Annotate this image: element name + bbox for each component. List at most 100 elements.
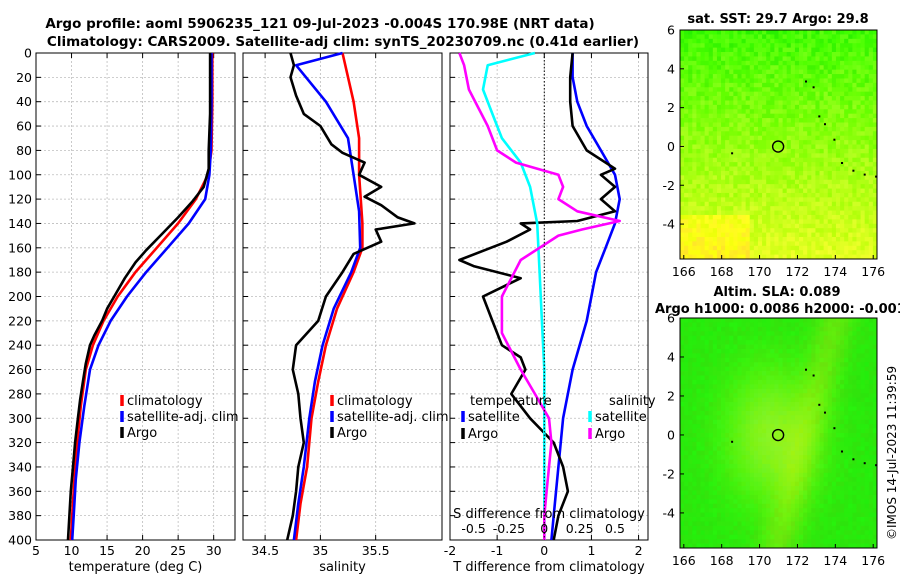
map-cell	[688, 534, 693, 540]
map-cell	[848, 415, 853, 421]
map-cell	[700, 463, 706, 469]
map-cell	[708, 74, 714, 79]
map-cell	[848, 344, 853, 350]
map-cell	[766, 379, 771, 385]
map-cell	[712, 82, 718, 88]
map-cell	[823, 428, 829, 434]
map-cell	[794, 353, 800, 359]
map-cell	[688, 437, 693, 443]
map-cell	[700, 118, 706, 123]
map-cell	[684, 415, 689, 421]
map-cell	[696, 410, 701, 416]
map-cell	[757, 318, 763, 323]
map-cell	[799, 455, 804, 460]
map-cell	[708, 499, 714, 505]
map-cell	[737, 214, 742, 220]
map-cell	[684, 410, 689, 416]
map-cell	[823, 353, 829, 359]
map-cell	[753, 503, 759, 509]
map-cell	[778, 131, 783, 137]
map-cell	[745, 393, 751, 399]
map-cell	[757, 56, 763, 62]
map-cell	[712, 34, 718, 40]
map-cell	[770, 428, 775, 434]
map-cell	[799, 78, 804, 84]
map-cell	[762, 433, 767, 438]
map-cell	[684, 250, 689, 255]
map-cell	[696, 153, 701, 159]
map-cell	[725, 503, 730, 509]
map-cell	[762, 82, 767, 88]
map-cell	[770, 232, 775, 238]
map-cell	[737, 82, 742, 88]
map-cell	[852, 192, 857, 198]
map-cell	[762, 348, 767, 354]
map-cell	[782, 344, 788, 350]
map-cell	[692, 508, 697, 514]
map-cell	[840, 38, 845, 44]
map-cell	[827, 415, 833, 421]
map-cell	[786, 530, 792, 536]
map-cell	[819, 402, 825, 407]
map-cell	[749, 441, 755, 447]
map-cell	[692, 228, 697, 233]
map-cell	[815, 170, 820, 176]
map-cell	[778, 397, 783, 403]
map-cell	[815, 236, 820, 242]
map-cell	[680, 206, 685, 211]
map-cell	[823, 140, 829, 145]
map-cell	[684, 468, 689, 474]
map-cell	[831, 197, 837, 203]
map-cell	[721, 322, 726, 328]
map-cell	[696, 192, 701, 198]
map-cell	[696, 223, 701, 229]
map-cell	[835, 521, 841, 527]
map-cell	[844, 512, 849, 518]
series-line-satellite-adj-clim	[292, 51, 362, 541]
map-cell	[823, 126, 829, 132]
map-cell	[823, 206, 829, 211]
map-cell	[831, 402, 837, 407]
map-cell	[831, 52, 837, 57]
map-cell	[729, 486, 734, 491]
map-cell	[741, 192, 747, 198]
map-cell	[745, 236, 751, 242]
map-cell	[799, 162, 804, 167]
map-cell	[745, 481, 751, 487]
map-cell	[708, 481, 714, 487]
map-cell	[692, 340, 697, 345]
map-cell	[840, 104, 845, 110]
map-cell	[827, 543, 833, 549]
map-cell	[704, 228, 710, 233]
map-cell	[770, 318, 775, 323]
map-cell	[749, 78, 755, 84]
map-cell	[774, 446, 779, 452]
map-cell	[684, 69, 689, 75]
map-cell	[729, 428, 734, 434]
map-cell	[745, 517, 751, 522]
map-cell	[757, 446, 763, 452]
map-cell	[786, 441, 792, 447]
map-cell	[823, 104, 829, 110]
map-cell	[774, 397, 779, 403]
map-cell	[872, 157, 878, 163]
map-cell	[749, 437, 755, 443]
map-cell	[680, 192, 685, 198]
map-cell	[741, 455, 747, 460]
map-cell	[696, 184, 701, 189]
map-cell	[778, 459, 783, 465]
map-cell	[807, 384, 812, 390]
map-cell	[819, 525, 825, 531]
map-cell	[700, 232, 706, 238]
map-cell	[819, 118, 825, 123]
map-cell	[803, 100, 808, 106]
map-cell	[762, 428, 767, 434]
map-cell	[799, 74, 804, 79]
map-cell	[692, 96, 697, 101]
map-cell	[729, 69, 734, 75]
map-cell	[811, 406, 816, 412]
map-cell	[856, 170, 861, 176]
map-cell	[864, 206, 870, 211]
map-cell	[700, 69, 706, 75]
map-cell	[716, 228, 722, 233]
